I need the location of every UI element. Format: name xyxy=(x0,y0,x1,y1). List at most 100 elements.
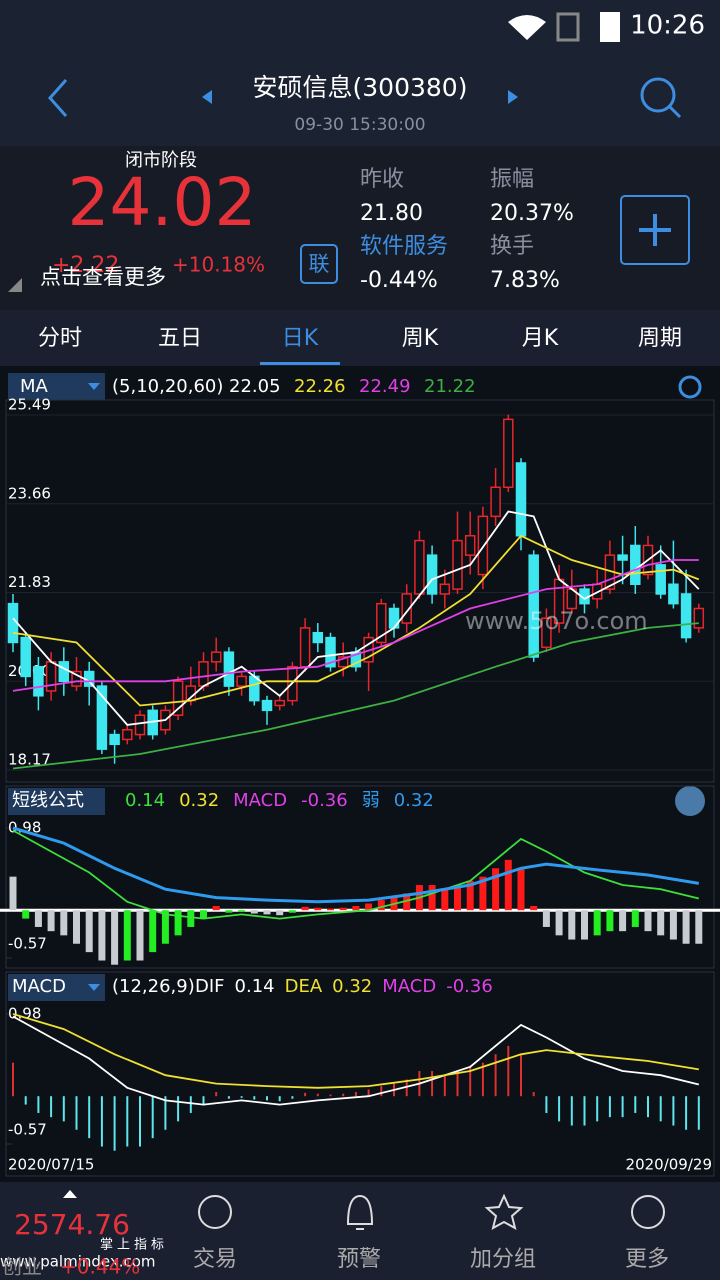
nav-item[interactable]: 交易 xyxy=(193,1247,237,1272)
legend-value: 0.14 xyxy=(235,976,275,997)
tab[interactable]: 周期 xyxy=(638,326,682,351)
macd-bar xyxy=(73,910,80,944)
candle-body xyxy=(515,462,527,537)
ma-value: 22.05 xyxy=(229,376,281,397)
search-button[interactable] xyxy=(640,77,676,113)
tab[interactable]: 周K xyxy=(402,326,439,351)
macd-bar xyxy=(187,910,195,927)
macd-bar xyxy=(481,1062,484,1097)
ma-select[interactable] xyxy=(8,373,105,400)
candle-body xyxy=(337,656,349,668)
y-tick-label: -0.57 xyxy=(8,935,47,953)
tab[interactable]: 日K xyxy=(282,326,319,351)
macd-bar xyxy=(647,1096,649,1118)
expand-index[interactable] xyxy=(63,1190,77,1198)
nav-bg xyxy=(0,1182,720,1280)
candle-body xyxy=(210,651,222,663)
macd-bar xyxy=(672,1096,675,1126)
search-handle xyxy=(668,105,682,119)
macd-bar xyxy=(24,1096,27,1105)
candle-body xyxy=(134,714,146,736)
candle-body xyxy=(249,675,260,702)
macd-bar xyxy=(530,906,538,911)
settings-button[interactable] xyxy=(678,375,702,399)
add-button[interactable] xyxy=(620,195,690,265)
macd-bar xyxy=(339,907,347,911)
legend-value: MACD xyxy=(382,976,436,997)
back-button[interactable] xyxy=(47,79,68,117)
macd-bar xyxy=(85,910,93,953)
candle-body xyxy=(680,593,692,639)
candle-body xyxy=(414,539,425,595)
macd-bar xyxy=(253,1096,256,1100)
macd-bar xyxy=(62,1096,65,1122)
short-select[interactable] xyxy=(8,788,105,815)
macd-bar xyxy=(365,903,373,911)
macd-bar xyxy=(568,910,576,940)
trade-icon[interactable] xyxy=(198,1195,232,1229)
macd-bar xyxy=(634,1096,637,1113)
candle-body xyxy=(33,665,44,697)
nav-item[interactable]: 加分组 xyxy=(470,1247,536,1272)
macd-bar xyxy=(352,906,360,911)
macd-bar xyxy=(316,1093,319,1097)
expand-button[interactable] xyxy=(675,786,705,816)
macd-bar xyxy=(619,910,627,932)
macd-bar xyxy=(555,910,563,936)
macd-select[interactable] xyxy=(8,974,105,1001)
macd-bar xyxy=(441,889,449,911)
candle-body xyxy=(58,661,70,682)
candle-body xyxy=(630,544,641,586)
y-tick-label: 21.83 xyxy=(8,573,51,591)
ma-line xyxy=(12,622,699,770)
more-menu-icon[interactable] xyxy=(631,1195,665,1229)
more-link[interactable]: 点击查看更多 xyxy=(40,265,166,289)
legend-value: 弱 xyxy=(362,790,380,811)
group-icon[interactable] xyxy=(484,1193,524,1230)
watermark: 掌上指标 xyxy=(100,1238,168,1253)
candle-body xyxy=(223,651,235,687)
macd-bar xyxy=(22,910,30,919)
macd-bar xyxy=(545,1096,548,1113)
candle-body xyxy=(299,627,311,668)
macd-bar xyxy=(250,910,258,914)
tab[interactable]: 月K xyxy=(522,326,559,351)
candle-body xyxy=(376,602,387,644)
indicator-name: MA xyxy=(20,376,49,397)
stat-label: 换手 xyxy=(490,234,534,259)
macd-bar xyxy=(238,910,246,912)
y-tick-label: 18.17 xyxy=(8,751,51,769)
macd-bar xyxy=(520,1054,522,1097)
nav-item[interactable]: 更多 xyxy=(625,1247,669,1272)
x-tick-label: 2020/07/15 xyxy=(8,1156,94,1174)
x-tick-label: 2020/09/29 xyxy=(626,1156,712,1174)
battery-icon xyxy=(600,12,620,42)
alert-icon[interactable] xyxy=(346,1194,374,1230)
panel-frame xyxy=(5,971,715,1177)
macd-bar xyxy=(403,893,411,911)
indicator-name: MACD xyxy=(12,976,66,997)
macd-bar xyxy=(570,1096,573,1126)
macd-bar xyxy=(304,1092,307,1097)
prev-stock[interactable] xyxy=(202,90,212,104)
macd-bar xyxy=(161,910,169,944)
macd-bar xyxy=(431,1071,434,1097)
next-stock[interactable] xyxy=(508,90,518,104)
indicator-name: 短线公式 xyxy=(12,790,84,811)
tab[interactable]: 分时 xyxy=(38,326,82,351)
candle-body xyxy=(541,617,552,649)
macd-bar xyxy=(136,910,144,961)
link-button[interactable] xyxy=(300,244,338,284)
macd-bar xyxy=(606,910,614,932)
tab[interactable]: 五日 xyxy=(158,326,202,351)
y-tick-label: 0.98 xyxy=(8,1005,41,1023)
macd-bar xyxy=(621,1096,624,1118)
ma-line xyxy=(12,510,700,726)
tab-underline xyxy=(260,362,340,365)
macd-bar xyxy=(88,1096,91,1139)
dropdown-icon xyxy=(88,383,100,390)
legend-value: MACD xyxy=(233,790,287,811)
macd-bar xyxy=(593,910,601,936)
ma-value: 21.22 xyxy=(424,376,476,397)
nav-item[interactable]: 预警 xyxy=(337,1247,381,1272)
